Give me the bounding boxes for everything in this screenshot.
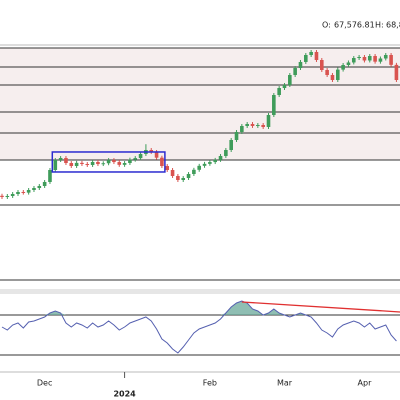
candle-body [378, 58, 383, 62]
candle-body [320, 60, 324, 70]
candle-body [240, 125, 244, 132]
candle-body [32, 188, 36, 190]
candle-body [74, 162, 79, 166]
x-tick-label: Mar [277, 379, 293, 388]
candle-body [186, 174, 191, 179]
open-label: O: [322, 21, 331, 30]
x-tick-label: Dec [37, 379, 52, 388]
candle-body [288, 75, 292, 85]
candle-body [80, 162, 84, 165]
candle-body [37, 185, 42, 189]
candle-body [383, 55, 388, 59]
x-tick-label: 2024 [113, 390, 136, 399]
candle-body [282, 85, 287, 89]
candle-body [48, 170, 52, 182]
range-box [51, 151, 166, 173]
candle-body [90, 161, 95, 165]
candle-body [325, 70, 329, 75]
candle-body [229, 140, 233, 150]
candle-body [160, 157, 164, 167]
candle-body [208, 162, 212, 164]
candle-body [202, 163, 207, 166]
candle-body [96, 161, 100, 165]
candle-body [309, 51, 313, 55]
candle-body [21, 191, 26, 193]
candle-body [154, 151, 159, 158]
candle-body [346, 62, 351, 65]
candle-body [165, 166, 170, 170]
candle-body [53, 160, 58, 170]
candle-body [149, 150, 154, 152]
candle-body [394, 64, 399, 80]
candle-body [181, 178, 186, 180]
candle-body [362, 56, 367, 61]
high-value: 68,8 [386, 21, 400, 30]
candle-body [5, 195, 10, 197]
open-value: 67,576.81 [334, 21, 375, 30]
candle-body [218, 155, 223, 160]
candle-body [138, 154, 143, 159]
candle-body [213, 159, 217, 163]
candle-body [245, 124, 249, 126]
candle-body [197, 165, 202, 170]
candle-body [16, 191, 20, 195]
candle-body [106, 160, 111, 164]
panel-divider [0, 289, 400, 294]
candle-body [234, 131, 239, 140]
candle-body [128, 159, 132, 164]
candle-body [304, 55, 308, 62]
candle-body [341, 65, 345, 70]
candle-body [85, 164, 90, 166]
candle-body [351, 58, 356, 63]
rsi-trendline [241, 301, 400, 313]
candle-body [261, 125, 265, 127]
candle-body [26, 190, 31, 193]
high-label: H: [375, 21, 384, 30]
candle-body [266, 115, 271, 127]
candle-body [389, 55, 393, 65]
candle-body [133, 158, 138, 160]
candle-body [367, 55, 372, 61]
candle-body [293, 68, 297, 75]
candle-body [224, 150, 228, 156]
candle-body [192, 169, 196, 175]
top-bar [0, 0, 400, 44]
candle-body [170, 170, 175, 176]
zone-shade [0, 48, 400, 161]
candle-body [0, 195, 4, 197]
candle-body [58, 158, 63, 160]
candle-body [176, 175, 180, 180]
candle-body [298, 61, 303, 69]
candle-body [42, 181, 47, 186]
candle-body [69, 163, 74, 166]
candle-body [373, 55, 377, 62]
candle-body [357, 56, 361, 59]
candle-body [277, 88, 281, 95]
rsi-line [1, 300, 397, 354]
candle-body [101, 163, 106, 165]
x-tick-label: Apr [358, 379, 373, 388]
candle-body [10, 194, 15, 196]
candle-body [250, 124, 255, 126]
rsi-overbought-fill [220, 301, 264, 315]
candle-body [335, 69, 340, 80]
candle-body [314, 51, 319, 60]
candle-body [64, 158, 68, 164]
candle-body [122, 163, 127, 165]
candle-body [256, 125, 260, 126]
x-tick-label: Feb [203, 379, 217, 388]
candle-body [272, 95, 276, 115]
candle-body [117, 162, 122, 165]
candle-body [330, 75, 335, 80]
candle-body [112, 160, 116, 163]
